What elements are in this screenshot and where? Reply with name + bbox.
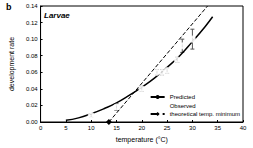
svg-text:b: b: [6, 2, 12, 12]
svg-text:0.12: 0.12: [26, 20, 38, 26]
svg-text:0.04: 0.04: [26, 86, 38, 92]
svg-text:40: 40: [240, 125, 247, 131]
svg-text:0.02: 0.02: [26, 102, 38, 108]
svg-text:Larvae: Larvae: [44, 11, 70, 20]
svg-text:0.00: 0.00: [26, 119, 38, 125]
svg-text:30: 30: [189, 125, 196, 131]
svg-text:15: 15: [113, 125, 120, 131]
svg-text:development rate: development rate: [8, 37, 16, 91]
svg-text:35: 35: [214, 125, 221, 131]
svg-text:theoretical temp. minimum: theoretical temp. minimum: [170, 111, 240, 117]
svg-text:temperature (°C): temperature (°C): [116, 136, 168, 144]
svg-text:0.06: 0.06: [26, 69, 38, 75]
svg-text:0.10: 0.10: [26, 36, 38, 42]
svg-text:5: 5: [64, 125, 68, 131]
svg-text:Observed: Observed: [170, 103, 196, 109]
svg-text:Predicted: Predicted: [170, 94, 195, 100]
svg-text:25: 25: [164, 125, 171, 131]
svg-text:10: 10: [88, 125, 95, 131]
svg-text:0.08: 0.08: [26, 53, 38, 59]
svg-text:0.14: 0.14: [26, 3, 38, 9]
svg-text:0: 0: [39, 125, 43, 131]
svg-text:20: 20: [138, 125, 145, 131]
